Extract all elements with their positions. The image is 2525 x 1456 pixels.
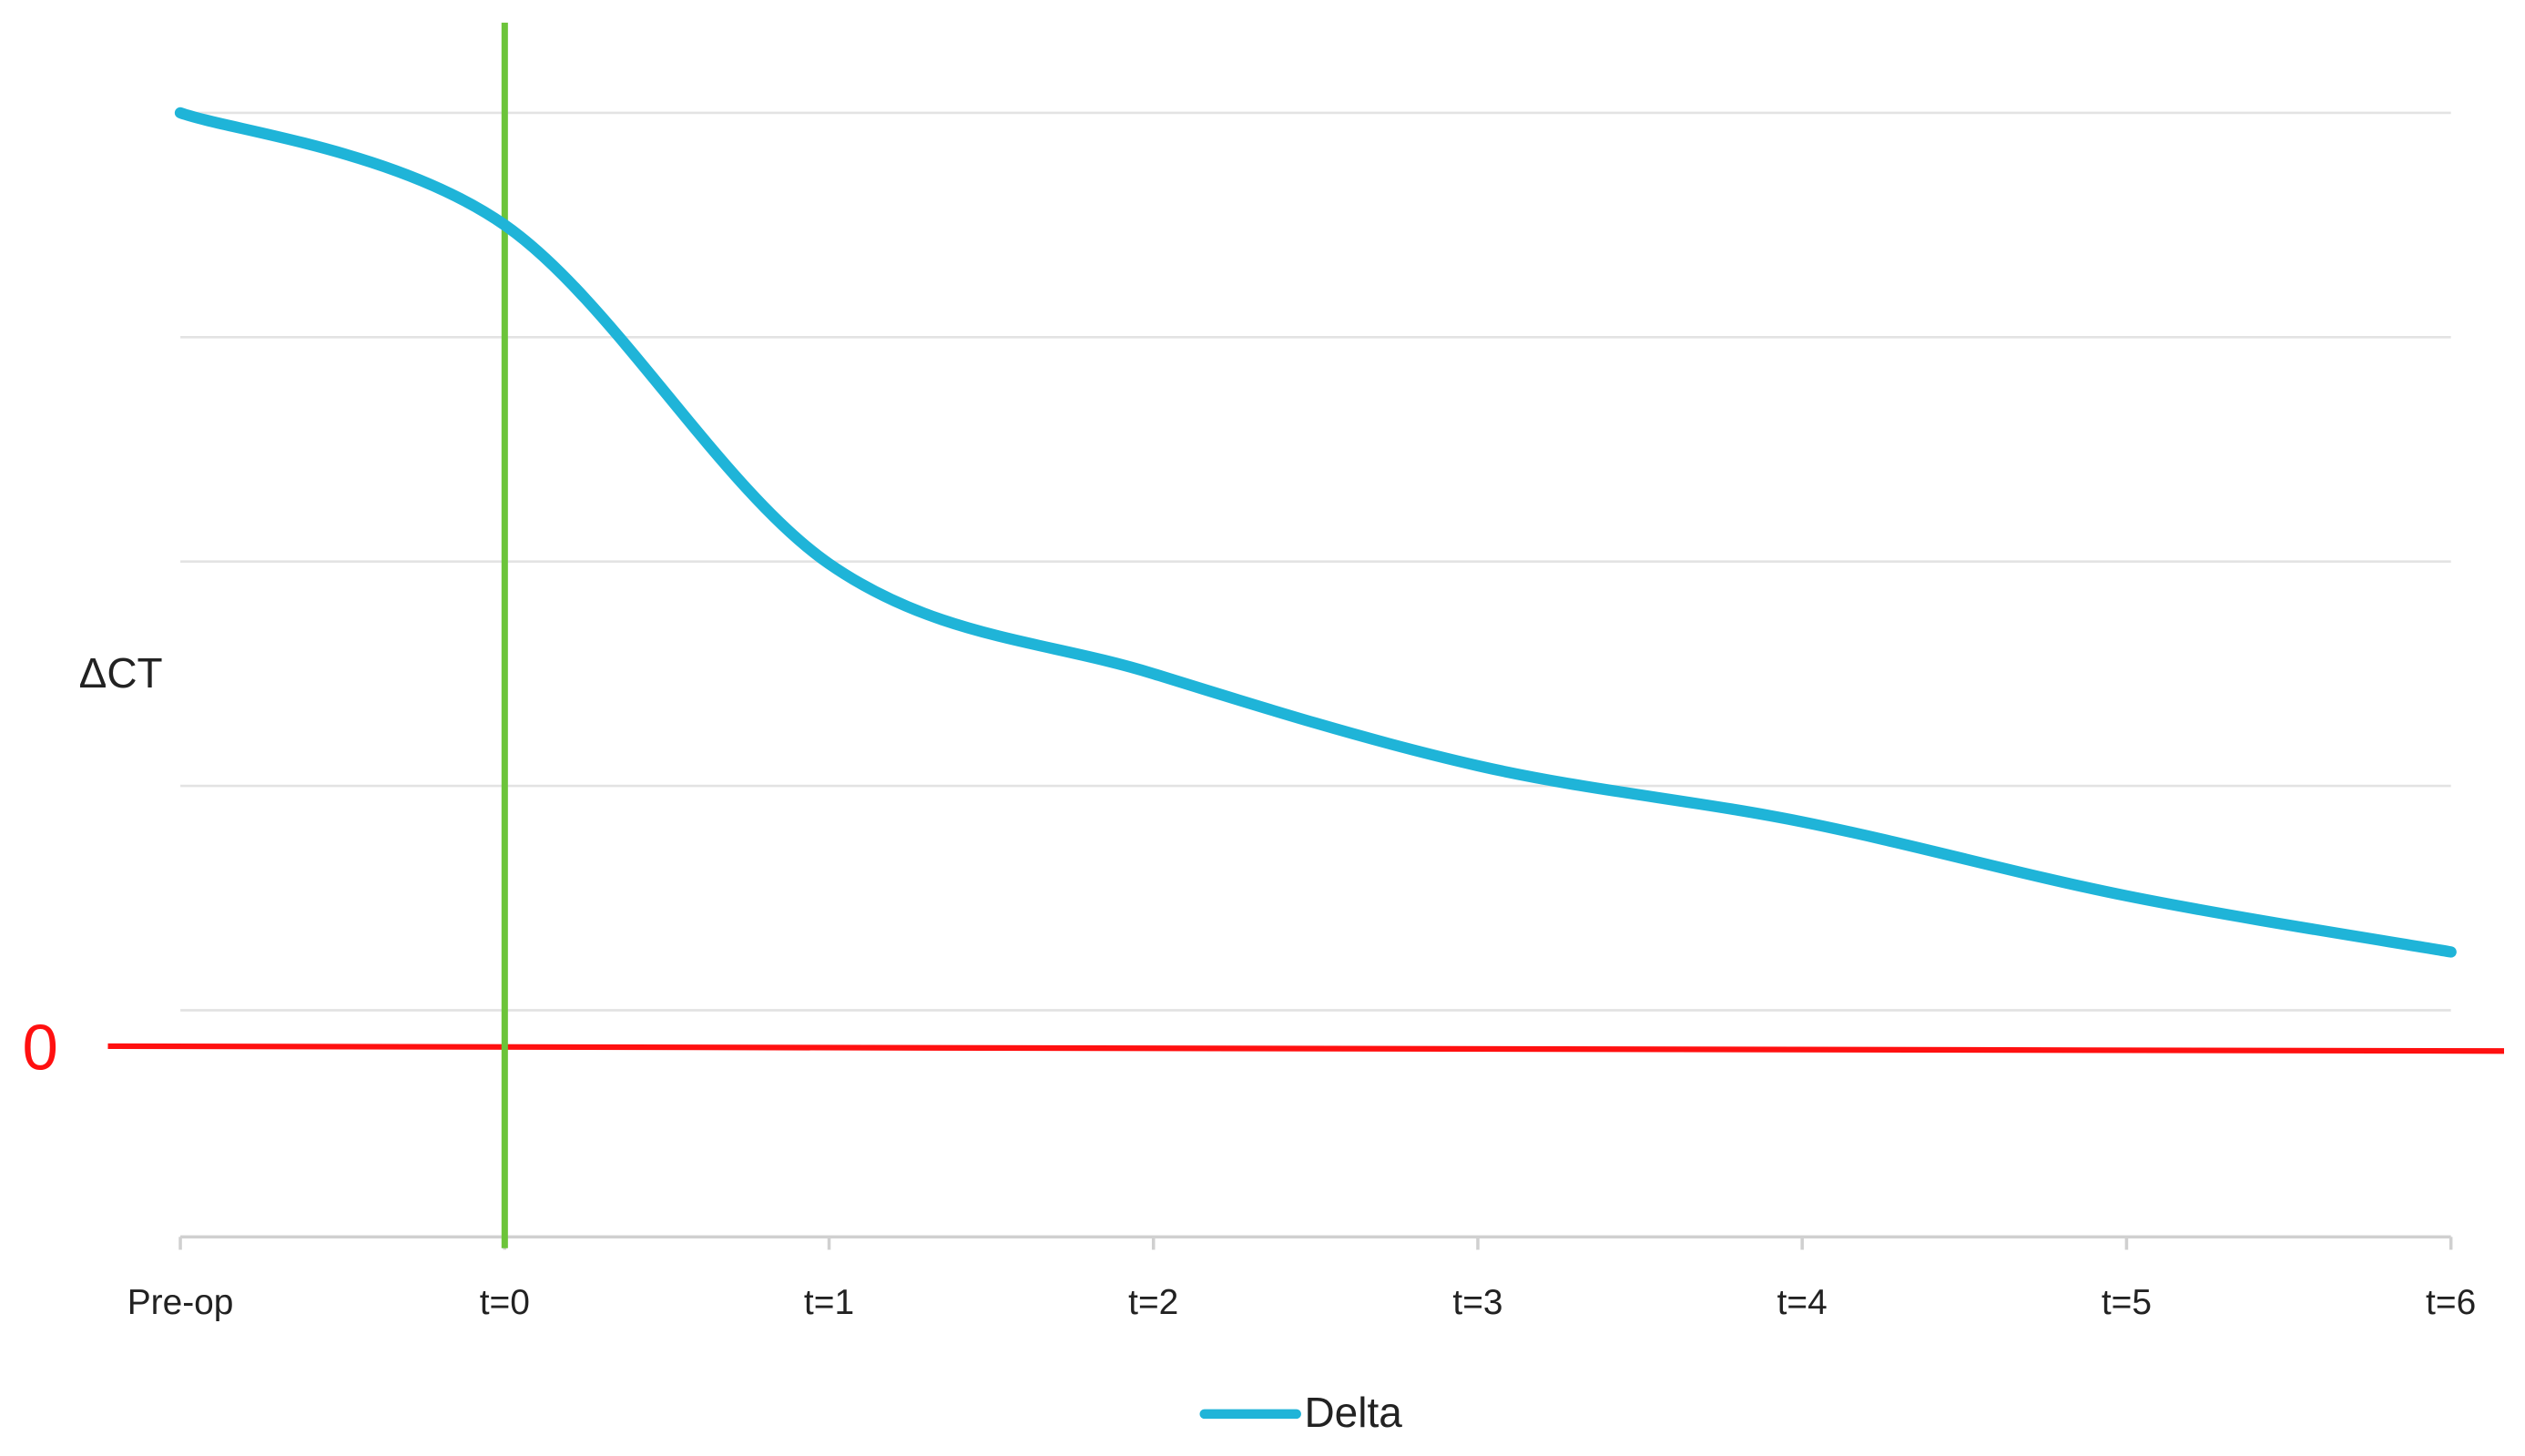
x-tick-label: t=2: [1128, 1283, 1178, 1322]
x-tick-label: t=4: [1777, 1283, 1828, 1322]
x-tick-label: t=6: [2426, 1283, 2476, 1322]
x-tick-label: t=1: [804, 1283, 854, 1322]
reference-label: 0: [23, 1012, 58, 1084]
y-axis-label: ΔCT: [79, 649, 163, 697]
x-tick-label: Pre-op: [127, 1283, 234, 1322]
series-line: [174, 107, 2457, 958]
x-tick-label: t=5: [2102, 1283, 2152, 1322]
x-tick-label: t=3: [1452, 1283, 1502, 1322]
legend-label: Delta: [1304, 1389, 1402, 1436]
x-tick-label: t=0: [480, 1283, 530, 1322]
reference-line: [107, 1043, 2505, 1054]
